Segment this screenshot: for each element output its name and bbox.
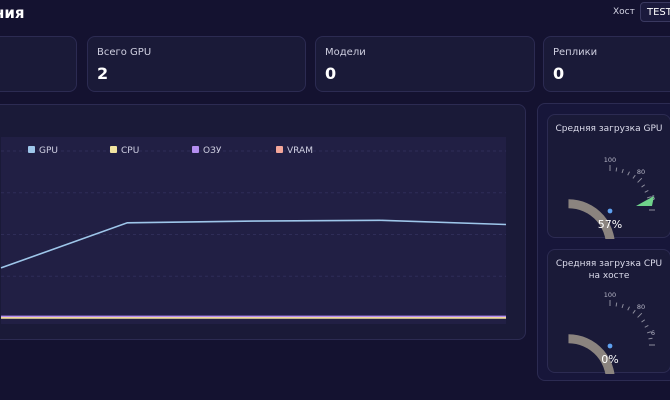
legend-swatch	[28, 146, 35, 153]
gauge-tick-label: 100	[604, 291, 616, 299]
host-select[interactable]: TEST	[640, 2, 670, 22]
gauge-tick	[646, 331, 652, 334]
legend-swatch	[276, 146, 283, 153]
gauge-tick	[644, 325, 649, 328]
legend-swatch	[192, 146, 199, 153]
gauge-value: 57%	[598, 218, 622, 231]
cpu-gauge-card: Средняя загрузка CPU на хосте 100 80 6 0%	[547, 249, 670, 374]
gauges-panel: Средняя загрузка GPU 100 80 6 57% Средняя з…	[537, 103, 670, 381]
gauge-value: 0%	[601, 353, 618, 366]
gauge-tick-label: 100	[604, 156, 616, 164]
legend-swatch	[110, 146, 117, 153]
stat-value: 0	[553, 64, 565, 83]
gauge-tick	[627, 306, 630, 311]
gauge-center-dot	[607, 208, 613, 214]
gauge-title: Средняя загрузка CPU на хосте	[555, 259, 663, 281]
gauge-center-dot	[607, 343, 613, 349]
gauge-tick	[621, 168, 624, 174]
gauge-tick-label: 80	[637, 168, 645, 176]
legend-label: GPU	[39, 146, 58, 156]
stat-card-replicas: Реплики 0	[543, 36, 670, 92]
gpu-gauge: 10080657%	[568, 156, 655, 239]
load-chart-card: GPU CPU ОЗУ VRAM	[0, 104, 526, 340]
legend-label: VRAM	[287, 146, 313, 156]
stat-label: Модели	[325, 47, 366, 58]
gauge-tick	[632, 309, 636, 314]
gauge-tick	[637, 177, 643, 183]
gauge-tick	[615, 302, 618, 307]
gauge-arc	[568, 199, 615, 239]
load-chart: GPU CPU ОЗУ VRAM	[0, 137, 507, 324]
stat-label: Всего GPU	[97, 47, 152, 58]
gauge-tick	[644, 190, 649, 193]
gauge-tick	[621, 303, 624, 309]
gauge-tick	[637, 312, 643, 318]
gauge-tick-label: 80	[637, 303, 645, 311]
gauge-title: Средняя загрузка GPU	[555, 124, 663, 134]
page-title: ния	[0, 4, 25, 22]
host-label: Хост	[613, 7, 635, 17]
legend-label: ОЗУ	[203, 146, 222, 156]
stat-card-gpu-count: Всего GPU 2	[87, 36, 306, 92]
cpu-gauge: 100 80 6 0%	[568, 291, 655, 374]
stat-label: Реплики	[553, 47, 598, 58]
gauge-tick	[641, 319, 646, 323]
gauge-tick	[648, 337, 653, 340]
plot-area	[1, 137, 506, 324]
stat-card-total	[0, 36, 77, 92]
series-line	[0, 219, 507, 269]
stat-card-models: Модели 0	[315, 36, 535, 92]
gauge-arc	[568, 334, 615, 374]
gauge-tick	[632, 174, 636, 179]
gauge-tick-label: 6	[651, 329, 655, 337]
gauge-tick	[627, 171, 630, 176]
gauge-tick	[615, 167, 618, 172]
gauge-tick	[646, 196, 652, 199]
gauge-pointer	[636, 196, 654, 206]
gpu-gauge-card: Средняя загрузка GPU 10080657%	[547, 114, 670, 239]
stat-value: 2	[97, 64, 109, 83]
stat-value: 0	[325, 64, 337, 83]
legend-label: CPU	[121, 146, 139, 156]
gauge-tick	[641, 184, 646, 188]
